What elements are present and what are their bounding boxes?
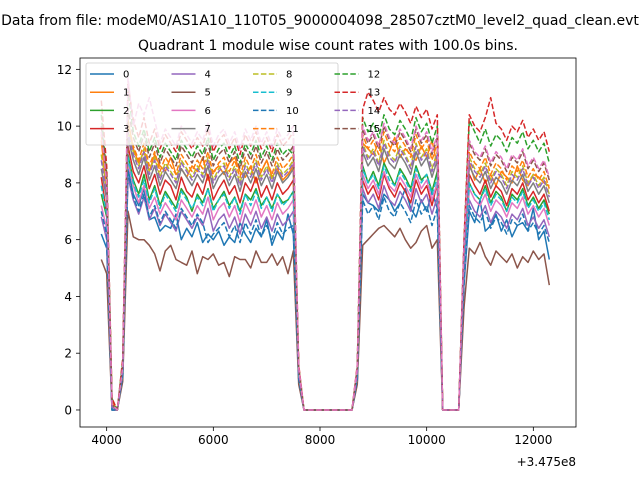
legend-label: 15 (368, 124, 381, 135)
legend-label: 14 (368, 106, 381, 117)
x-axis: 4000 6000 8000 10000 12000 (91, 427, 552, 447)
x-tick-label: 8000 (305, 433, 336, 447)
x-tick-label: 12000 (514, 433, 552, 447)
legend-label: 5 (205, 88, 211, 99)
legend-label: 12 (368, 70, 381, 81)
legend-label: 13 (368, 88, 381, 99)
x-axis-offset-label: +3.475e8 (517, 455, 576, 469)
y-tick-label: 10 (57, 120, 72, 134)
chart-title: Quadrant 1 module wise count rates with … (138, 38, 518, 54)
legend-label: 9 (286, 88, 292, 99)
legend-label: 4 (205, 70, 211, 81)
y-tick-label: 12 (57, 63, 72, 77)
legend-frame (85, 62, 339, 146)
y-tick-label: 4 (64, 290, 72, 304)
legend-label: 7 (205, 124, 211, 135)
legend-label: 1 (123, 88, 129, 99)
series-line-15 (100, 108, 551, 411)
legend-label: 10 (286, 106, 299, 117)
y-tick-label: 6 (64, 233, 72, 247)
series-line-10 (100, 170, 551, 411)
x-tick-label: 6000 (198, 433, 229, 447)
series-layer (100, 77, 551, 411)
legend-label: 11 (286, 124, 299, 135)
figure-suptitle: Data from file: modeM0/AS1A10_110T05_900… (1, 13, 639, 29)
series-line-14 (100, 131, 551, 411)
legend-label: 8 (286, 70, 292, 81)
plot-area-frame (79, 57, 577, 428)
y-axis: 0 2 4 6 8 10 12 (57, 63, 80, 417)
x-tick-label: 4000 (91, 433, 122, 447)
legend-label: 3 (123, 124, 129, 135)
legend-label: 6 (205, 106, 211, 117)
series-line-16 (100, 77, 551, 411)
x-tick-label: 10000 (408, 433, 446, 447)
y-tick-label: 2 (64, 347, 72, 361)
y-tick-label: 8 (64, 176, 72, 190)
y-tick-label: 0 (64, 403, 72, 417)
legend-label: 0 (123, 70, 129, 81)
legend-label: 2 (123, 106, 129, 117)
